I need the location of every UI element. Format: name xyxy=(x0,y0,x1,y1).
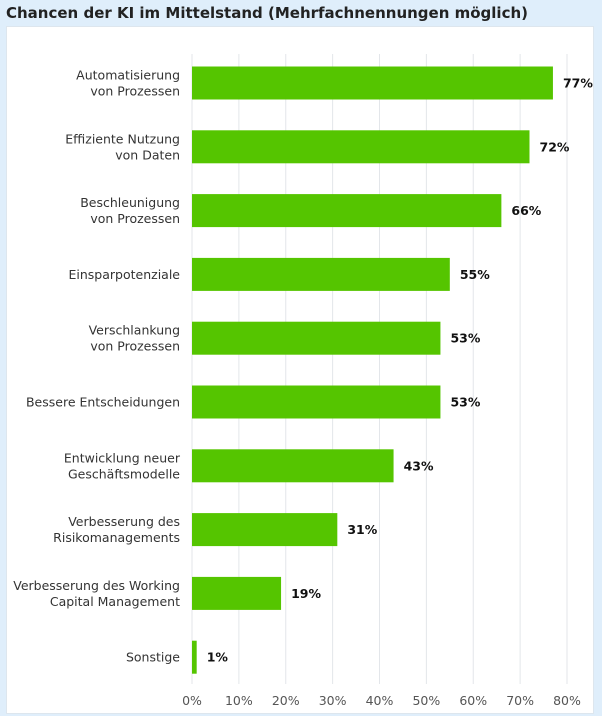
category-label: Einsparpotenziale xyxy=(69,267,181,282)
value-label: 1% xyxy=(207,650,229,665)
bar xyxy=(192,257,450,291)
x-tick-label: 10% xyxy=(225,693,253,708)
x-tick-label: 50% xyxy=(412,693,440,708)
category-label: Verbesserung des Working xyxy=(13,578,180,593)
x-axis-ticks: 0% 10% 20% 30% 40% 50% 60% 70% 80% xyxy=(182,693,581,708)
value-label: 72% xyxy=(540,139,570,154)
chart-title: Chancen der KI im Mittelstand (Mehrfachn… xyxy=(6,4,528,22)
category-label: von Prozessen xyxy=(90,339,180,354)
bar xyxy=(192,449,394,483)
category-label: von Prozessen xyxy=(90,84,180,99)
value-label: 53% xyxy=(450,395,480,410)
category-label: Geschäftsmodelle xyxy=(68,466,180,481)
bar xyxy=(192,194,502,228)
x-tick-label: 20% xyxy=(272,693,300,708)
x-tick-label: 40% xyxy=(366,693,394,708)
category-label: Entwicklung neuer xyxy=(64,450,181,465)
x-tick-label: 70% xyxy=(506,693,534,708)
value-label: 55% xyxy=(460,267,490,282)
x-tick-label: 80% xyxy=(553,693,581,708)
category-label: Automatisierung xyxy=(76,68,180,83)
category-label: Verschlankung xyxy=(89,323,180,338)
x-tick-label: 60% xyxy=(459,693,487,708)
category-label: Effiziente Nutzung xyxy=(65,131,180,146)
value-label: 31% xyxy=(347,522,377,537)
bar xyxy=(192,576,282,610)
category-label: Capital Management xyxy=(50,594,180,609)
value-label: 19% xyxy=(291,586,321,601)
bar xyxy=(192,66,553,100)
category-label: Beschleunigung xyxy=(80,195,180,210)
category-label: Verbesserung des xyxy=(68,514,180,529)
category-label: von Daten xyxy=(115,147,180,162)
x-tick-label: 30% xyxy=(319,693,347,708)
value-labels: 77% 72% 66% 55% 53% 53% 43% 31% 19% 1% xyxy=(207,76,594,665)
bar xyxy=(192,321,441,355)
category-label: Bessere Entscheidungen xyxy=(26,395,180,410)
category-label: Risikomanagements xyxy=(53,530,180,545)
bar xyxy=(192,513,338,547)
value-label: 43% xyxy=(404,458,434,473)
x-tick-label: 0% xyxy=(182,693,202,708)
value-label: 77% xyxy=(563,76,593,91)
value-label: 53% xyxy=(450,331,480,346)
bars xyxy=(192,66,553,674)
value-label: 66% xyxy=(511,203,541,218)
category-label: Sonstige xyxy=(126,650,180,665)
category-label: von Prozessen xyxy=(90,211,180,226)
bar xyxy=(192,385,441,419)
bar xyxy=(192,640,197,674)
bar xyxy=(192,130,530,164)
